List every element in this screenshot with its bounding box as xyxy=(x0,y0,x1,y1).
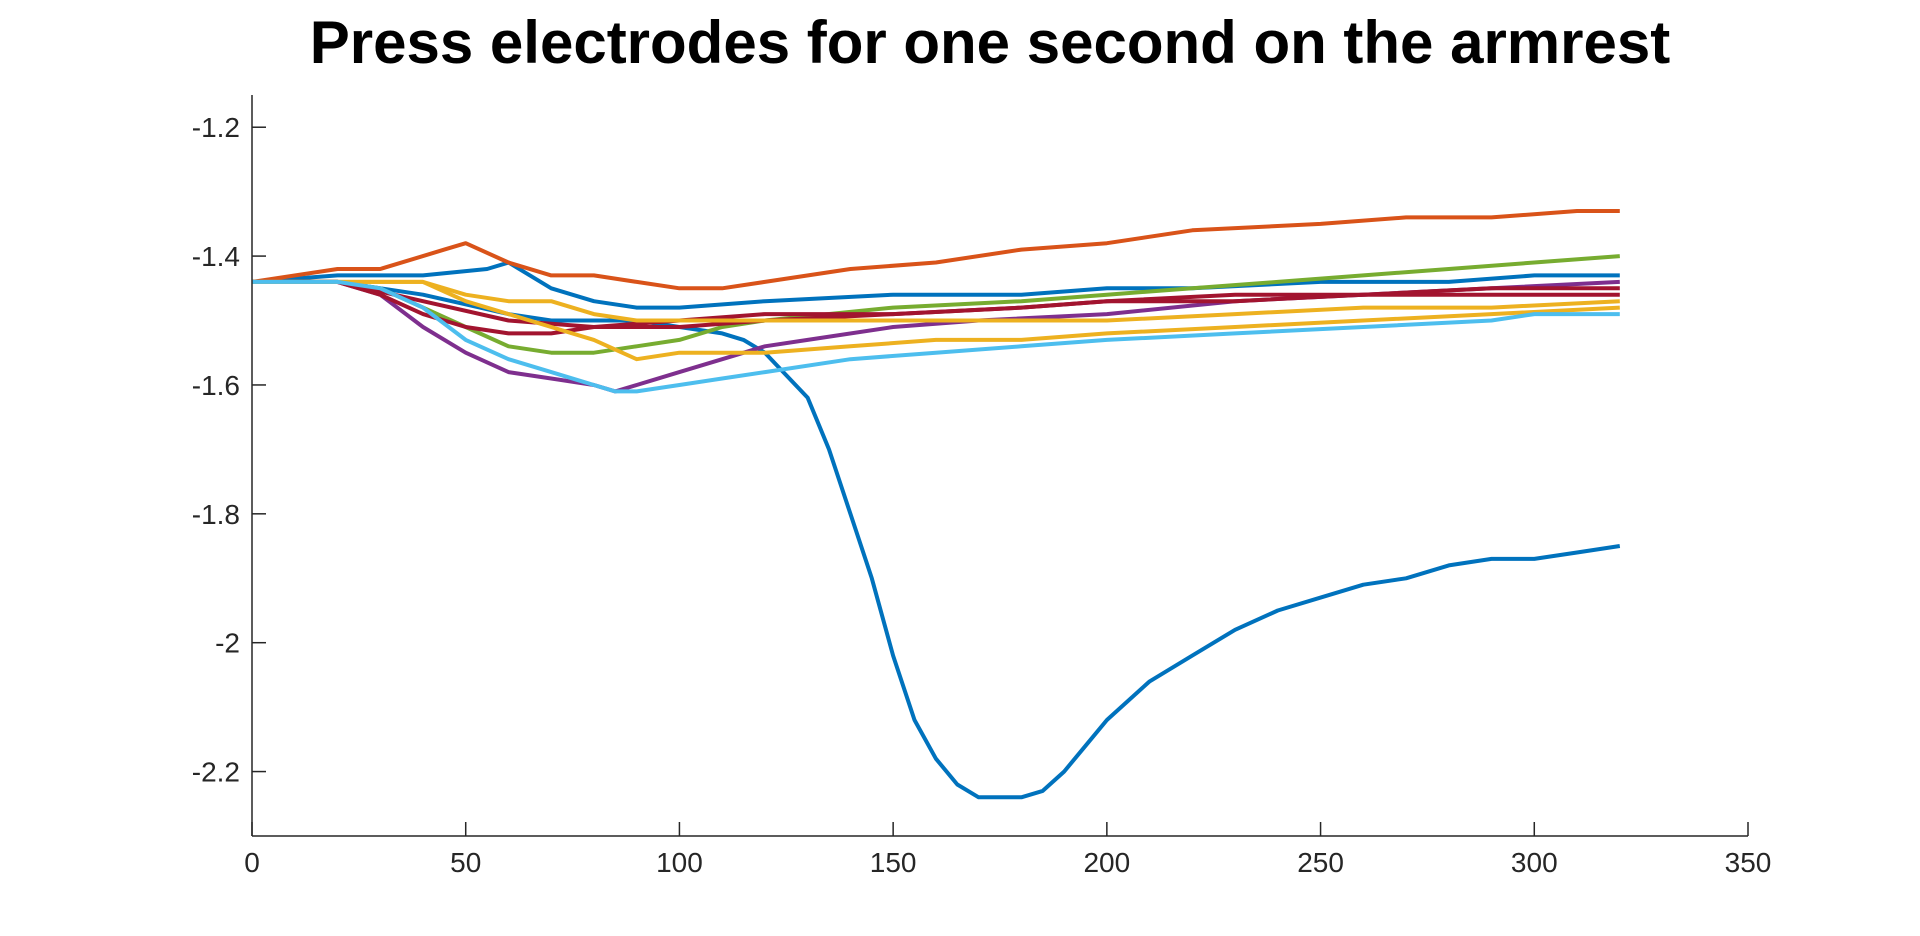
y-tick-label: -1.4 xyxy=(192,241,240,272)
series-line-4 xyxy=(252,254,1620,355)
x-tick-label: 150 xyxy=(870,847,917,878)
chart-title: Press electrodes for one second on the a… xyxy=(309,9,1671,76)
y-tick-label: -1.6 xyxy=(192,370,240,401)
x-tick-label: 0 xyxy=(244,847,260,878)
series-line-9 xyxy=(252,279,1620,323)
y-tick-label: -1.8 xyxy=(192,499,240,530)
series-line-7 xyxy=(252,279,1620,329)
series-line-5 xyxy=(252,279,1620,394)
x-tick-label: 250 xyxy=(1297,847,1344,878)
y-tick-label: -1.2 xyxy=(192,112,240,143)
x-tick-label: 200 xyxy=(1083,847,1130,878)
series-layer xyxy=(251,209,1621,800)
y-tick-label: -2 xyxy=(215,628,240,659)
series-line-6 xyxy=(252,279,1620,336)
tick-layer: 0 50 100 150 200 250 300 350 -1.2 -1.4 -1.6 -1.8 -2 -… xyxy=(192,112,1772,878)
series-line-2 xyxy=(251,260,1620,310)
y-tick-label: -2.2 xyxy=(192,757,240,788)
series-line-1 xyxy=(252,279,1621,800)
series-line-3 xyxy=(251,209,1620,291)
x-tick-label: 300 xyxy=(1511,847,1558,878)
x-tick-label: 50 xyxy=(450,847,481,878)
series-line-10 xyxy=(252,279,1620,394)
x-tick-label: 100 xyxy=(656,847,703,878)
x-tick-label: 350 xyxy=(1725,847,1772,878)
